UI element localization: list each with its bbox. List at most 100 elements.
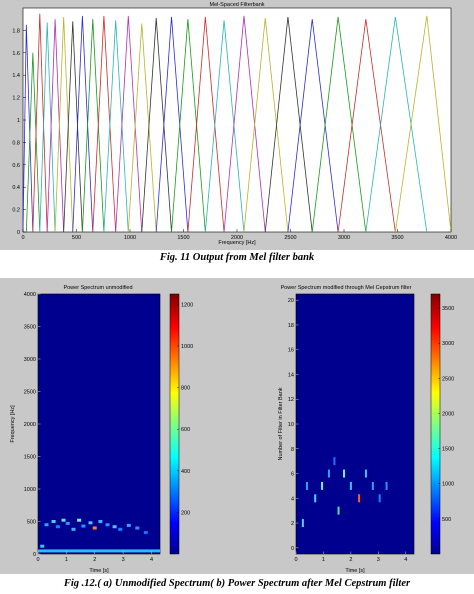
colorbar-tick-label: 1200 [181,302,193,308]
panel-b-colorbar: 500 1000 1500 2000 2500 3000 3500 [430,293,454,555]
panel-a-y-ticks: 0 500 1000 1500 2000 2500 3000 3500 4000 [24,292,41,558]
x-ticks: 0 500 1000 1500 2000 2500 3000 3500 4000 [21,229,457,241]
x-tick-label: 4 [150,557,153,563]
spectrum-spot [364,469,367,478]
filter-3 [32,13,48,233]
panel-a-y-label: Frequency [Hz] [10,405,16,443]
spectrum-spot [40,544,45,548]
baseline-band [38,549,160,553]
spectrum-spot [92,526,97,530]
panel-a-title: Power Spectrum unmodified [63,285,132,291]
filter-2 [25,52,41,233]
y-tick-label: 0.8 [12,140,20,146]
y-tick-label: 20 [288,298,294,304]
x-tick-label: 2 [349,557,352,563]
panel-b-x-label: Time [s] [345,568,365,574]
x-tick-label: 3 [122,557,125,563]
colorbar-tick-label: 800 [181,386,190,392]
y-tick-label: 1 [17,118,20,124]
filter-12 [115,15,143,233]
mel-filterbank-chart: Mel-Spaced Filterbank 0 500 1000 1500 2000 25… [0,0,474,250]
spectrum-spot [71,527,76,531]
filter-22 [287,19,339,233]
spectrum-spot [65,521,70,525]
colorbar-tick-label: 2500 [442,376,454,382]
spectrum-spot [305,481,308,490]
y-tick-label: 2 [291,521,294,527]
panel-b-y-ticks: 0 2 4 6 8 10 12 14 16 18 20 [288,298,299,552]
x-tick-label: 2 [93,557,96,563]
spectrum-spot [118,527,123,531]
panel-a-colorbar: 200 400 600 800 1000 1200 [169,293,193,555]
y-tick-label: 1.4 [12,73,20,79]
colorbar-tick-label: 400 [181,469,190,475]
x-tick-label: 4 [404,557,407,563]
spectrum-spot [143,531,148,535]
x-tick-label: 3000 [338,235,350,241]
x-tick-label: 1 [322,557,325,563]
spectrum-spot [349,481,352,490]
y-tick-label: 1000 [24,487,36,493]
filter-8 [72,15,94,233]
colorbar-tick-label: 2000 [442,411,454,417]
spectrum-spot [333,457,336,466]
spectrum-spot [126,523,131,527]
spectrum-spot [321,481,324,490]
spectrum-spot [358,494,361,503]
panel-b-y-label: Number of Filter in Filter Bank [278,387,284,460]
filter-19 [223,15,266,233]
filter-24 [337,19,396,233]
y-tick-label: 14 [288,372,294,378]
colorbar-gradient [169,293,180,555]
colorbar-tick-label: 600 [181,427,190,433]
x-tick-label: 3 [377,557,380,563]
y-tick-label: 6 [291,472,294,478]
panel-a-spots [38,518,160,553]
colorbar-tick-label: 3000 [442,341,454,347]
y-tick-label: 4000 [24,292,36,298]
spectrum-spot [343,469,346,478]
colorbar-tick-label: 500 [442,517,451,523]
spectrum-spot [81,524,86,528]
colorbar-tick-label: 3500 [442,306,454,312]
y-tick-label: 3000 [24,357,36,363]
spectrum-spot [135,526,140,530]
x-tick-label: 2000 [231,235,243,241]
spectrum-spot [61,518,66,522]
spectrum-spot [314,494,317,503]
panel-a-x-label: Time [s] [89,568,109,574]
figure-11-caption: Fig. 11 Output from Mel filter bank [159,252,315,263]
y-tick-label: 12 [288,397,294,403]
spectrum-spot [88,521,93,525]
y-tick-label: 0 [33,552,36,558]
y-tick-label: 1500 [24,455,36,461]
x-tick-label: 500 [72,235,81,241]
panel-b-plot-area [295,293,415,555]
x-tick-label: 1 [65,557,68,563]
filter-26 [394,15,452,233]
y-tick-label: 1.8 [12,28,20,34]
spectrum-spot [327,469,330,478]
filter-7 [63,21,83,233]
panel-b-x-ticks: 0 1 2 3 4 [294,551,407,563]
colorbar-gradient [430,293,441,555]
y-tick-label: 1.2 [12,96,20,102]
colorbar-tick-label: 200 [181,510,190,516]
spectrum-spot [77,518,82,522]
x-tick-label: 3500 [391,235,403,241]
filter-14 [141,18,172,233]
y-tick-label: 2500 [24,390,36,396]
y-tick-label: 0 [17,230,20,236]
x-axis-label: Frequency [Hz] [218,240,256,246]
spectrum-spot [301,519,304,528]
filter-17 [187,16,225,233]
y-tick-label: 500 [27,520,36,526]
spectrum-spot [112,525,117,529]
y-tick-label: 4 [291,496,294,502]
filter-21 [264,16,313,233]
y-tick-label: 16 [288,348,294,354]
panel-b-title: Power Spectrum modified through Mel Ceps… [281,285,412,291]
filter-20 [243,18,289,233]
filter-10 [92,15,117,233]
spectrum-spot [51,520,56,523]
